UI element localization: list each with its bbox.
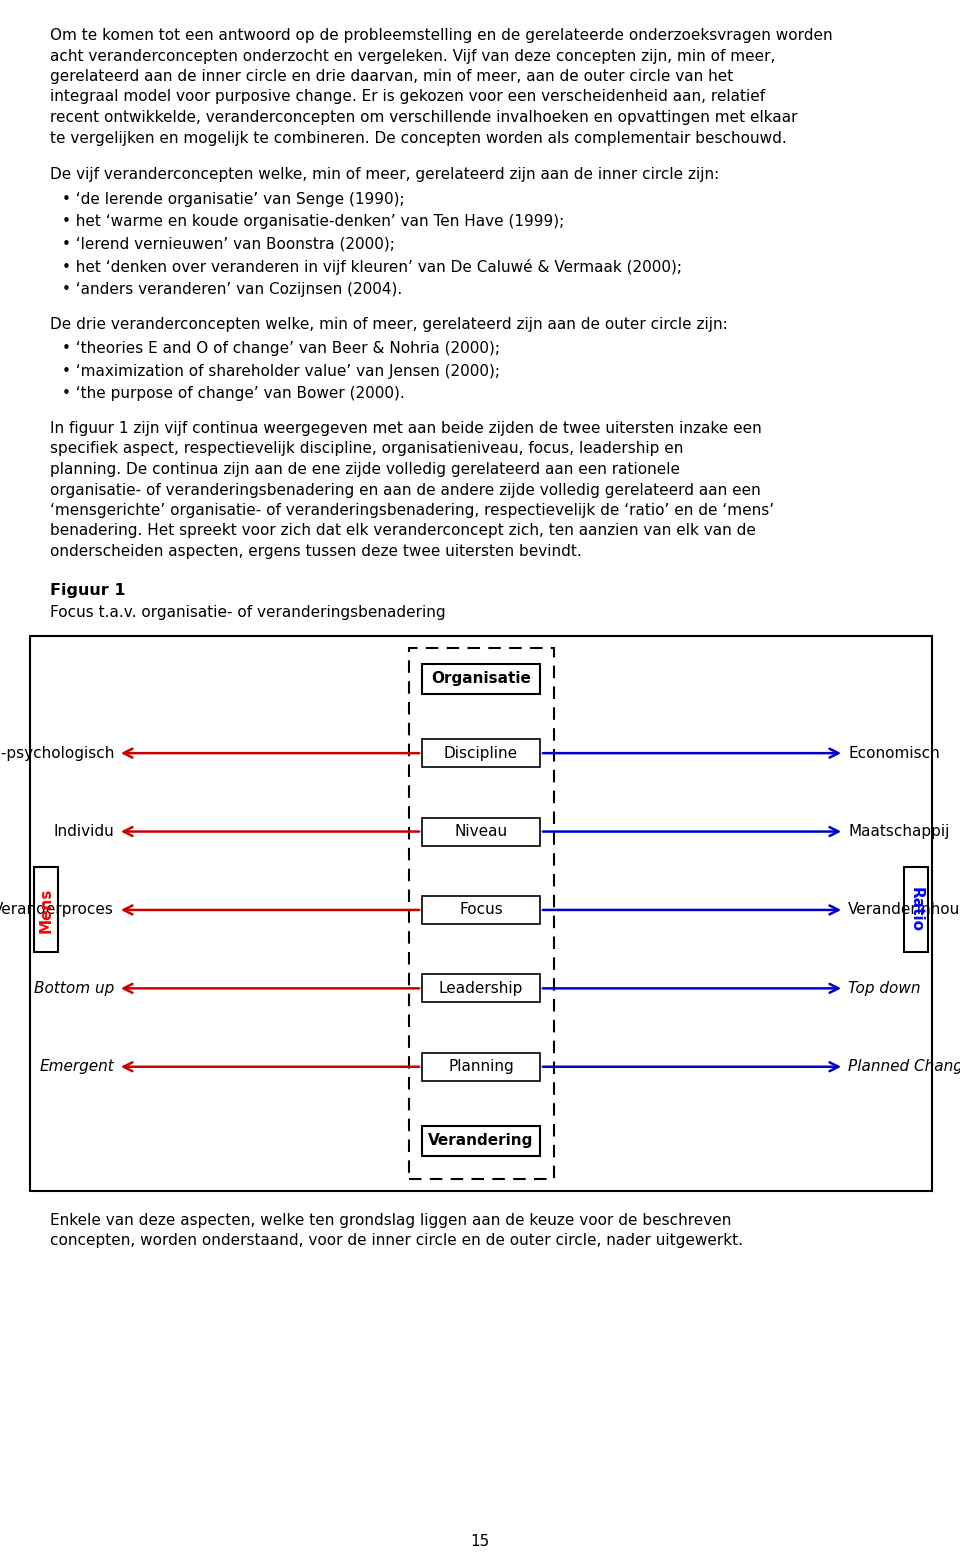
Text: Maatschappij: Maatschappij <box>848 825 949 839</box>
Text: • ‘lerend vernieuwen’ van Boonstra (2000);: • ‘lerend vernieuwen’ van Boonstra (2000… <box>62 236 395 252</box>
Bar <box>422 1053 540 1081</box>
Text: ‘mensgerichte’ organisatie- of veranderingsbenadering, respectievelijk de ‘ratio: ‘mensgerichte’ organisatie- of veranderi… <box>50 502 774 518</box>
Bar <box>422 895 540 923</box>
Bar <box>422 664 540 693</box>
Text: • ‘maximization of shareholder value’ van Jensen (2000);: • ‘maximization of shareholder value’ va… <box>62 363 500 379</box>
Text: Focus t.a.v. organisatie- of veranderingsbenadering: Focus t.a.v. organisatie- of verandering… <box>50 606 445 620</box>
Text: • het ‘warme en koude organisatie-denken’ van Ten Have (1999);: • het ‘warme en koude organisatie-denken… <box>62 214 564 230</box>
Text: concepten, worden onderstaand, voor de inner circle en de outer circle, nader ui: concepten, worden onderstaand, voor de i… <box>50 1233 743 1249</box>
Bar <box>422 1125 540 1157</box>
Text: Leadership: Leadership <box>439 981 523 995</box>
Text: Om te komen tot een antwoord op de probleemstelling en de gerelateerde onderzoek: Om te komen tot een antwoord op de probl… <box>50 28 832 42</box>
Text: Niveau: Niveau <box>454 825 508 839</box>
Text: Focus: Focus <box>459 903 503 917</box>
Text: Bottom up: Bottom up <box>34 981 114 995</box>
Bar <box>422 817 540 845</box>
Bar <box>30 635 932 1191</box>
Text: Verandering: Verandering <box>428 1133 534 1149</box>
Text: • ‘anders veranderen’ van Cozijnsen (2004).: • ‘anders veranderen’ van Cozijnsen (200… <box>62 282 402 297</box>
Text: • ‘the purpose of change’ van Bower (2000).: • ‘the purpose of change’ van Bower (200… <box>62 387 405 401</box>
Text: Planning: Planning <box>448 1060 514 1074</box>
Bar <box>34 867 58 953</box>
Text: integraal model voor purposive change. Er is gekozen voor een verscheidenheid aa: integraal model voor purposive change. E… <box>50 89 765 105</box>
Text: Ratio: Ratio <box>908 887 924 933</box>
Text: Emergent: Emergent <box>39 1060 114 1074</box>
Text: Top down: Top down <box>848 981 921 995</box>
Text: organisatie- of veranderingsbenadering en aan de andere zijde volledig gerelatee: organisatie- of veranderingsbenadering e… <box>50 482 760 498</box>
Text: acht veranderconcepten onderzocht en vergeleken. Vijf van deze concepten zijn, m: acht veranderconcepten onderzocht en ver… <box>50 49 776 64</box>
Text: specifiek aspect, respectievelijk discipline, organisatieniveau, focus, leadersh: specifiek aspect, respectievelijk discip… <box>50 441 684 457</box>
Text: Mens: Mens <box>38 887 54 933</box>
Text: De vijf veranderconcepten welke, min of meer, gerelateerd zijn aan de inner circ: De vijf veranderconcepten welke, min of … <box>50 167 719 183</box>
Text: 15: 15 <box>470 1535 490 1549</box>
Text: Economisch: Economisch <box>848 745 940 761</box>
Text: De drie veranderconcepten welke, min of meer, gerelateerd zijn aan de outer circ: De drie veranderconcepten welke, min of … <box>50 316 728 332</box>
Bar <box>904 867 928 953</box>
Bar <box>422 739 540 767</box>
Text: Enkele van deze aspecten, welke ten grondslag liggen aan de keuze voor de beschr: Enkele van deze aspecten, welke ten gron… <box>50 1213 732 1229</box>
Text: Veranderproces: Veranderproces <box>0 903 114 917</box>
Text: Discipline: Discipline <box>444 745 518 761</box>
Text: te vergelijken en mogelijk te combineren. De concepten worden als complementair : te vergelijken en mogelijk te combineren… <box>50 130 787 146</box>
Text: planning. De continua zijn aan de ene zijde volledig gerelateerd aan een ratione: planning. De continua zijn aan de ene zi… <box>50 462 680 477</box>
Bar <box>422 975 540 1002</box>
Text: In figuur 1 zijn vijf continua weergegeven met aan beide zijden de twee uiterste: In figuur 1 zijn vijf continua weergegev… <box>50 421 761 437</box>
Text: Veranderinhoud: Veranderinhoud <box>848 903 960 917</box>
Text: benadering. Het spreekt voor zich dat elk veranderconcept zich, ten aanzien van : benadering. Het spreekt voor zich dat el… <box>50 524 756 538</box>
Bar <box>409 648 554 1178</box>
Text: Planned Change: Planned Change <box>848 1060 960 1074</box>
Text: gerelateerd aan de inner circle en drie daarvan, min of meer, aan de outer circl: gerelateerd aan de inner circle en drie … <box>50 69 733 85</box>
Text: Individu: Individu <box>53 825 114 839</box>
Text: Sociaal-psychologisch: Sociaal-psychologisch <box>0 745 114 761</box>
Text: recent ontwikkelde, veranderconcepten om verschillende invalhoeken en opvattinge: recent ontwikkelde, veranderconcepten om… <box>50 110 798 125</box>
Text: • ‘de lerende organisatie’ van Senge (1990);: • ‘de lerende organisatie’ van Senge (19… <box>62 192 404 207</box>
Text: • ‘theories E and O of change’ van Beer & Nohria (2000);: • ‘theories E and O of change’ van Beer … <box>62 341 500 357</box>
Text: Figuur 1: Figuur 1 <box>50 582 126 598</box>
Text: • het ‘denken over veranderen in vijf kleuren’ van De Caluwé & Vermaak (2000);: • het ‘denken over veranderen in vijf kl… <box>62 260 682 275</box>
Text: Organisatie: Organisatie <box>431 671 531 687</box>
Text: onderscheiden aspecten, ergens tussen deze twee uitersten bevindt.: onderscheiden aspecten, ergens tussen de… <box>50 545 582 559</box>
